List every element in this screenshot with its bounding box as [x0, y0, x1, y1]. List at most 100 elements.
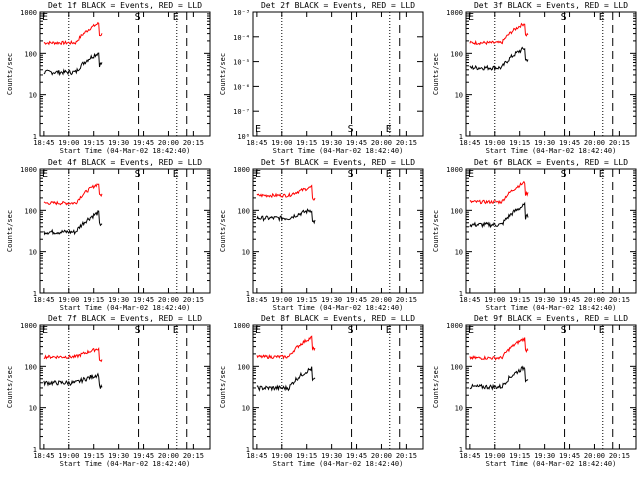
saa-marker: S: [561, 325, 567, 336]
y-tick-label: 1000: [446, 9, 463, 17]
y-axis-label: Counts/sec: [432, 53, 440, 95]
x-tick-label: 19:30: [108, 139, 129, 147]
x-tick-label: 19:15: [509, 296, 530, 304]
y-tick-label: 100: [24, 50, 37, 58]
y-tick-label: 10⁻⁷: [233, 108, 250, 116]
x-tick-label: 20:15: [183, 296, 204, 304]
plot-frame: [252, 324, 424, 450]
x-tick-label: 18:45: [33, 452, 54, 460]
x-tick-label: 19:15: [509, 139, 530, 147]
x-axis-label: Start Time (04-Mar-02 18:42:40): [60, 460, 191, 468]
events-series-line: [256, 208, 316, 225]
panel-title: Det 4f BLACK = Events, RED = LLD: [48, 158, 202, 167]
y-tick-label: 100: [24, 207, 37, 215]
y-tick-label: 10: [242, 249, 250, 257]
y-tick-label: 1000: [20, 322, 37, 330]
x-axis-label: Start Time (04-Mar-02 18:42:40): [273, 460, 404, 468]
x-axis-label: Start Time (04-Mar-02 18:42:40): [273, 304, 404, 312]
events-series-line: [43, 372, 103, 389]
x-tick-label: 20:00: [584, 452, 605, 460]
x-tick-label: 18:45: [246, 296, 267, 304]
plot-frame: [465, 11, 637, 137]
y-tick-label: 100: [237, 207, 250, 215]
y-axis-label: Counts/sec: [219, 366, 227, 408]
x-tick-label: 18:45: [459, 452, 480, 460]
x-tick-label: 20:00: [158, 139, 179, 147]
x-axis-label: Start Time (04-Mar-02 18:42:40): [486, 147, 617, 155]
x-tick-label: 19:45: [133, 139, 154, 147]
panel-title: Det 5f BLACK = Events, RED = LLD: [261, 158, 415, 167]
detector-panel: Det 2f BLACK = Events, RED = LLD Counts/s…: [219, 1, 424, 155]
lld-series-line: [256, 184, 316, 201]
x-tick-label: 20:15: [396, 139, 417, 147]
y-tick-label: 10: [242, 405, 250, 413]
x-axis-label: Start Time (04-Mar-02 18:42:40): [486, 460, 617, 468]
start-marker: E: [468, 325, 474, 336]
y-tick-label: 10: [455, 405, 463, 413]
saa-marker: S: [348, 325, 354, 336]
lld-series-line: [256, 335, 316, 360]
y-tick-label: 1000: [20, 9, 37, 17]
events-series-line: [469, 201, 529, 229]
x-tick-label: 19:45: [346, 139, 367, 147]
end-marker: E: [386, 124, 392, 135]
detector-panel: Det 5f BLACK = Events, RED = LLD Counts/s…: [219, 158, 424, 312]
plot-frame: [252, 168, 424, 294]
panel-title: Det 6f BLACK = Events, RED = LLD: [474, 158, 628, 167]
x-tick-label: 18:45: [246, 452, 267, 460]
x-tick-label: 18:45: [33, 139, 54, 147]
x-tick-label: 20:15: [609, 139, 630, 147]
x-tick-label: 18:45: [246, 139, 267, 147]
detector-panel: Det 6f BLACK = Events, RED = LLD Counts/s…: [432, 158, 637, 312]
x-tick-label: 19:00: [484, 139, 505, 147]
saa-marker: S: [135, 169, 141, 180]
events-series-line: [43, 210, 103, 236]
x-tick-label: 20:00: [158, 296, 179, 304]
x-tick-label: 19:15: [296, 296, 317, 304]
plot-frame: [465, 168, 637, 294]
start-marker: E: [255, 169, 261, 180]
detector-panel: Det 9f BLACK = Events, RED = LLD Counts/s…: [432, 314, 637, 468]
x-tick-label: 19:15: [83, 296, 104, 304]
end-marker: E: [173, 169, 179, 180]
y-tick-label: 10: [29, 405, 37, 413]
panel-title: Det 9f BLACK = Events, RED = LLD: [474, 314, 628, 323]
start-marker: E: [42, 169, 48, 180]
panel-title: Det 1f BLACK = Events, RED = LLD: [48, 1, 202, 10]
y-tick-label: 1000: [446, 166, 463, 174]
x-tick-label: 19:45: [559, 452, 580, 460]
y-tick-label: 10⁰: [237, 133, 250, 141]
y-axis-label: Counts/sec: [432, 366, 440, 408]
lld-series-line: [43, 183, 103, 206]
x-tick-label: 19:00: [58, 452, 79, 460]
x-tick-label: 20:15: [609, 452, 630, 460]
detector-panel: Det 3f BLACK = Events, RED = LLD Counts/s…: [432, 1, 637, 155]
x-tick-label: 19:45: [346, 452, 367, 460]
x-tick-label: 19:45: [559, 139, 580, 147]
x-tick-label: 20:00: [584, 139, 605, 147]
x-tick-label: 20:00: [371, 452, 392, 460]
y-tick-label: 1: [246, 446, 250, 454]
y-axis-label: Counts/sec: [6, 210, 14, 252]
detector-panel: Det 1f BLACK = Events, RED = LLD Counts/s…: [6, 1, 211, 155]
x-tick-label: 19:30: [321, 139, 342, 147]
y-axis-label: Counts/sec: [432, 210, 440, 252]
x-tick-label: 20:00: [584, 296, 605, 304]
y-axis-label: Counts/sec: [219, 53, 227, 95]
x-tick-label: 19:00: [271, 139, 292, 147]
y-tick-label: 100: [450, 363, 463, 371]
x-tick-label: 18:45: [459, 296, 480, 304]
x-tick-label: 19:45: [133, 452, 154, 460]
saa-marker: S: [348, 124, 354, 135]
y-tick-label: 1000: [20, 166, 37, 174]
x-tick-label: 19:30: [321, 452, 342, 460]
lld-series-line: [469, 180, 529, 205]
x-tick-label: 19:15: [509, 452, 530, 460]
y-tick-label: 1000: [233, 322, 250, 330]
start-marker: E: [42, 325, 48, 336]
saa-marker: S: [561, 169, 567, 180]
y-tick-label: 10: [455, 92, 463, 100]
x-tick-label: 19:45: [346, 296, 367, 304]
x-tick-label: 19:15: [296, 452, 317, 460]
